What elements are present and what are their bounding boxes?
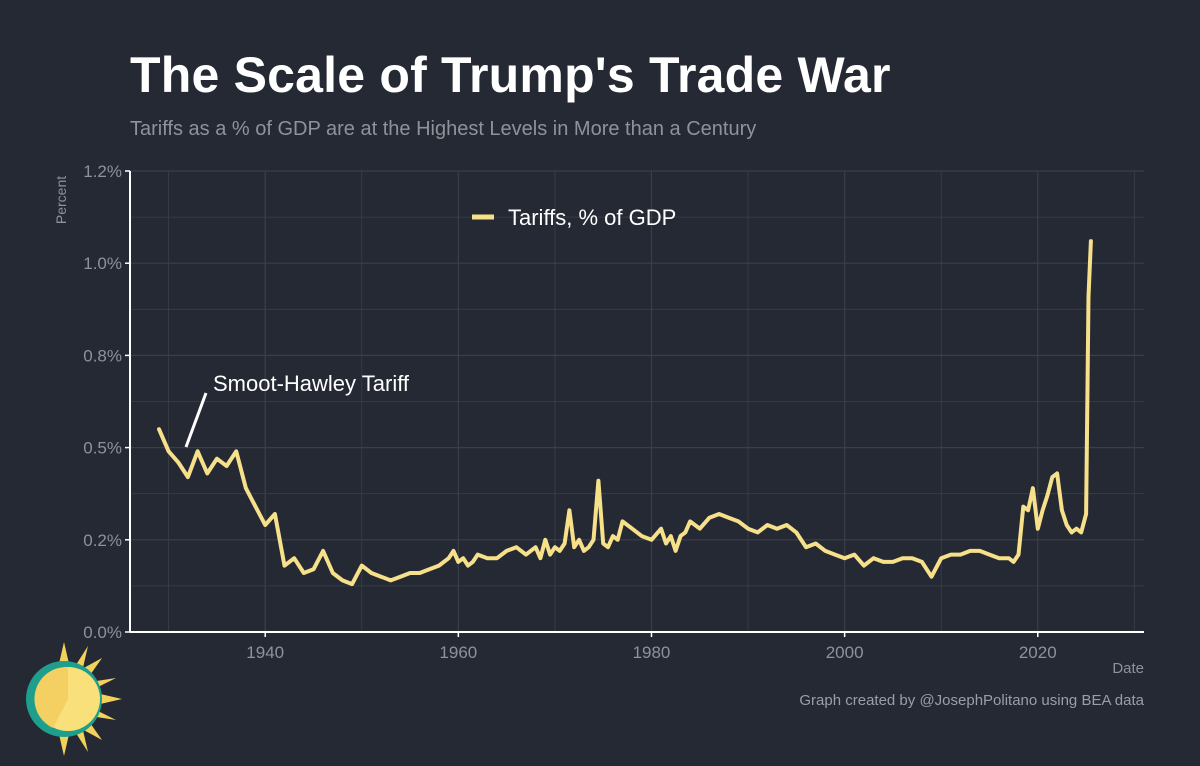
legend-label: Tariffs, % of GDP: [508, 205, 676, 230]
grid-lines: [130, 170, 1144, 633]
y-tick-label: 1.2%: [83, 162, 122, 181]
source-credit: Graph created by @JosephPolitano using B…: [799, 692, 1144, 709]
y-axis-ticks: 0.0% 0.2% 0.5% 0.8% 1.0% 1.2%: [83, 162, 130, 642]
y-tick-label: 0.2%: [83, 531, 122, 550]
y-tick-label: 0.8%: [83, 346, 122, 365]
series-lines: [157, 239, 1093, 587]
legend: Tariffs, % of GDP: [472, 205, 676, 230]
y-tick-label: 0.0%: [83, 623, 122, 642]
axes: [129, 171, 1144, 633]
annotation: Smoot-Hawley Tariff: [184, 371, 410, 448]
x-tick-label: 2000: [826, 643, 864, 662]
chart-subtitle: Tariffs as a % of GDP are at the Highest…: [130, 118, 757, 140]
annotation-label: Smoot-Hawley Tariff: [213, 371, 410, 396]
x-tick-label: 1940: [246, 643, 284, 662]
chart-title: The Scale of Trump's Trade War: [130, 47, 891, 103]
x-axis-ticks: 1940 1960 1980 2000 2020: [246, 632, 1057, 662]
y-axis-label: Percent: [53, 176, 69, 224]
y-tick-label: 0.5%: [83, 439, 122, 458]
y-tick-label: 1.0%: [83, 254, 122, 273]
x-axis-label: Date: [1112, 660, 1144, 677]
x-tick-label: 2020: [1019, 643, 1057, 662]
annotation-pointer: [184, 392, 208, 448]
x-tick-label: 1980: [633, 643, 671, 662]
x-tick-label: 1960: [439, 643, 477, 662]
sun-logo-icon: [26, 642, 122, 756]
series-line-tariffs: [157, 239, 1093, 587]
